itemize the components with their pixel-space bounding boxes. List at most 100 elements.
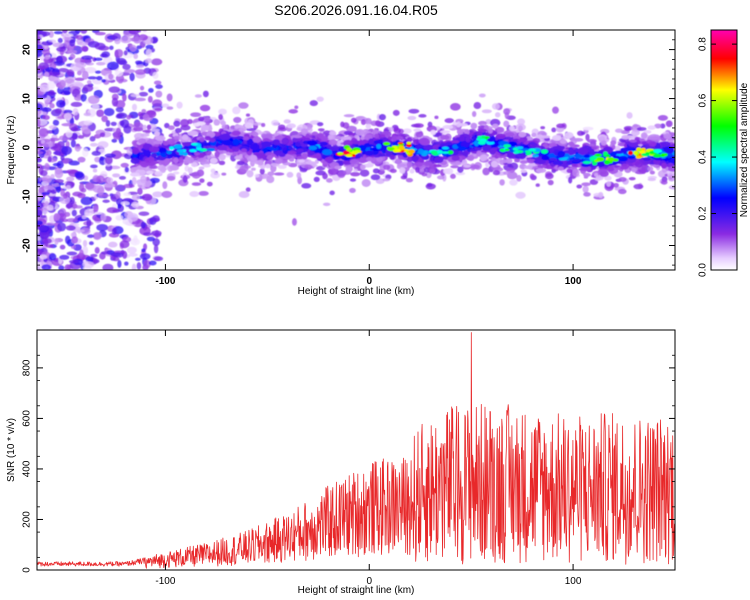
spectrogram-cell (37, 103, 43, 111)
spectrogram-cell (93, 232, 102, 240)
spectrogram-cell (40, 170, 48, 177)
spectrogram-cell (48, 125, 57, 130)
spectrogram-cell (92, 168, 98, 173)
spectrogram-cell (313, 176, 320, 183)
spectrogram-cell (280, 145, 287, 151)
spectrogram-cell (628, 141, 639, 148)
spectrogram-cell (66, 69, 75, 77)
spectrogram-cell (440, 134, 450, 140)
spectrogram-cell (74, 146, 83, 150)
spectrogram-cell (421, 172, 428, 177)
spectrogram-cell (122, 63, 131, 70)
spectrogram-cell (343, 114, 355, 118)
spectrogram-cell (610, 140, 617, 146)
spectrogram-cell (537, 164, 547, 168)
spectrogram-cell (296, 148, 304, 153)
spectrogram-cell (169, 146, 174, 150)
spectrogram-cell (117, 113, 125, 117)
spectrogram-cell (329, 131, 337, 136)
spectrogram-cell (455, 171, 466, 176)
spectrogram-cell (146, 236, 156, 242)
spectrogram-cell (54, 169, 64, 179)
spectrogram-cell (61, 145, 73, 155)
spectrogram-x-tick-label: 0 (366, 276, 372, 287)
spectrogram-cell (102, 263, 114, 270)
spectrogram-cell (398, 145, 405, 151)
spectrogram-cell (137, 187, 143, 195)
spectrogram-cell (557, 166, 564, 171)
spectrogram-cell (209, 157, 218, 164)
spectrogram-cell (236, 160, 245, 166)
spectrogram-cell (442, 125, 454, 130)
spectrogram-cell (116, 57, 127, 65)
spectrogram-cell (517, 118, 526, 126)
spectrogram-cell (138, 138, 147, 144)
spectrogram-cell (37, 261, 42, 270)
spectrogram-cell (601, 140, 607, 146)
spectrogram-cell (490, 160, 498, 168)
spectrogram-cell (96, 75, 103, 81)
spectrogram-cell (594, 176, 601, 181)
spectrogram-cell (599, 170, 609, 177)
spectrogram-cell (418, 137, 430, 145)
spectrogram-cell (405, 177, 414, 183)
spectrogram-cell (48, 253, 57, 261)
spectrogram-cell (392, 109, 400, 116)
spectrogram-cell (286, 150, 297, 155)
spectrogram-cell (294, 105, 299, 110)
spectrogram-cell (582, 172, 591, 177)
spectrogram-cell (513, 151, 520, 154)
spectrogram-cell (122, 183, 135, 189)
spectrogram-cell (142, 113, 150, 121)
spectrogram-cell (91, 150, 102, 156)
spectrogram-cell (458, 123, 468, 127)
spectrogram-cell (85, 62, 95, 66)
spectrogram-cell (503, 171, 511, 175)
spectrogram-cell (345, 165, 353, 173)
spectrogram-cell (199, 178, 205, 183)
spectrogram-cell (462, 159, 468, 166)
spectrogram-cell (252, 131, 259, 137)
spectrogram-cell (408, 149, 415, 154)
spectrogram-cell (618, 188, 627, 195)
spectrogram-cell (138, 211, 150, 216)
spectrogram-cell (545, 172, 554, 180)
spectrogram-cell (606, 180, 612, 187)
spectrogram-cell (499, 179, 505, 186)
spectrogram-cell (395, 158, 402, 164)
spectrogram-cell (74, 205, 83, 209)
spectrogram-cell (96, 223, 109, 232)
spectrogram-cell (61, 109, 73, 114)
spectrogram-cell (232, 147, 240, 152)
spectrogram-cell (277, 124, 286, 130)
spectrogram-cell (423, 144, 433, 150)
spectrogram-cell (322, 172, 328, 180)
spectrogram-cell (130, 238, 141, 246)
spectrogram-cell (153, 244, 159, 254)
spectrogram-cell (515, 123, 526, 131)
spectrogram-cell (94, 70, 102, 74)
spectrogram-cell (83, 120, 93, 126)
spectrogram-cell (56, 55, 63, 65)
snr-panel: -100 0 100 0 200 400 600 800 Height of straight… (6, 329, 676, 596)
spectrogram-cell (105, 119, 111, 127)
spectrogram-cell (408, 108, 420, 114)
spectrogram-cell (473, 102, 482, 109)
spectrogram-cell (559, 139, 567, 145)
spectrogram-cell (120, 162, 129, 168)
spectrogram-cell (110, 121, 117, 126)
spectrogram-cell (496, 133, 506, 140)
spectrogram-cell (316, 166, 326, 171)
spectrogram-cell (654, 142, 661, 150)
spectrogram-cell (573, 137, 584, 142)
spectrogram-cell (430, 129, 437, 136)
spectrogram-cell (415, 145, 421, 150)
spectrogram-cell (200, 124, 210, 132)
spectrogram-cell (53, 213, 61, 221)
spectrogram-cell (45, 244, 54, 249)
spectrogram-cell (126, 246, 137, 254)
spectrogram-cell (199, 104, 211, 112)
spectrogram-cell (108, 73, 114, 80)
spectrogram-x-label: Height of straight line (km) (298, 286, 415, 297)
spectrogram-cell (373, 140, 383, 145)
